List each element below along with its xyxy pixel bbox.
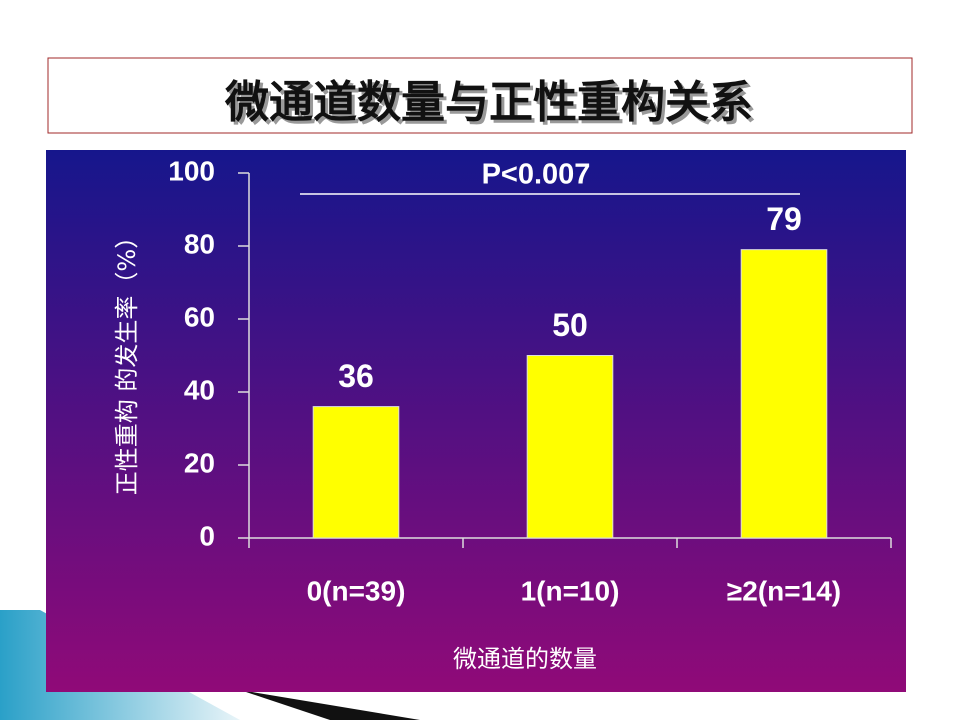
chart-title: 微通道数量与正性重构关系 <box>224 77 753 128</box>
x-tick-label: 0(n=39) <box>307 575 406 606</box>
value-label: 50 <box>552 307 588 343</box>
value-label: 79 <box>766 201 802 237</box>
title-box <box>47 57 913 134</box>
x-tick-label: 1(n=10) <box>521 575 620 606</box>
y-axis-title: 正性重构 的发生率（%） <box>113 225 141 495</box>
bar <box>526 355 614 539</box>
y-tick-label: 100 <box>168 155 215 186</box>
bar <box>312 406 400 539</box>
value-label: 36 <box>338 358 374 394</box>
title-shadow: 微通道数量与正性重构关系 <box>227 80 756 131</box>
y-tick-label: 0 <box>199 520 215 551</box>
y-tick-label: 20 <box>184 447 215 478</box>
x-tick-label: ≥2(n=14) <box>727 575 841 606</box>
y-tick-label: 80 <box>184 228 215 259</box>
annotation: P<0.007 <box>482 159 591 191</box>
bar <box>740 249 828 539</box>
decoration <box>240 690 420 720</box>
x-axis-title: 微通道的数量 <box>453 645 597 673</box>
y-tick-label: 40 <box>184 374 215 405</box>
y-tick-label: 60 <box>184 301 215 332</box>
